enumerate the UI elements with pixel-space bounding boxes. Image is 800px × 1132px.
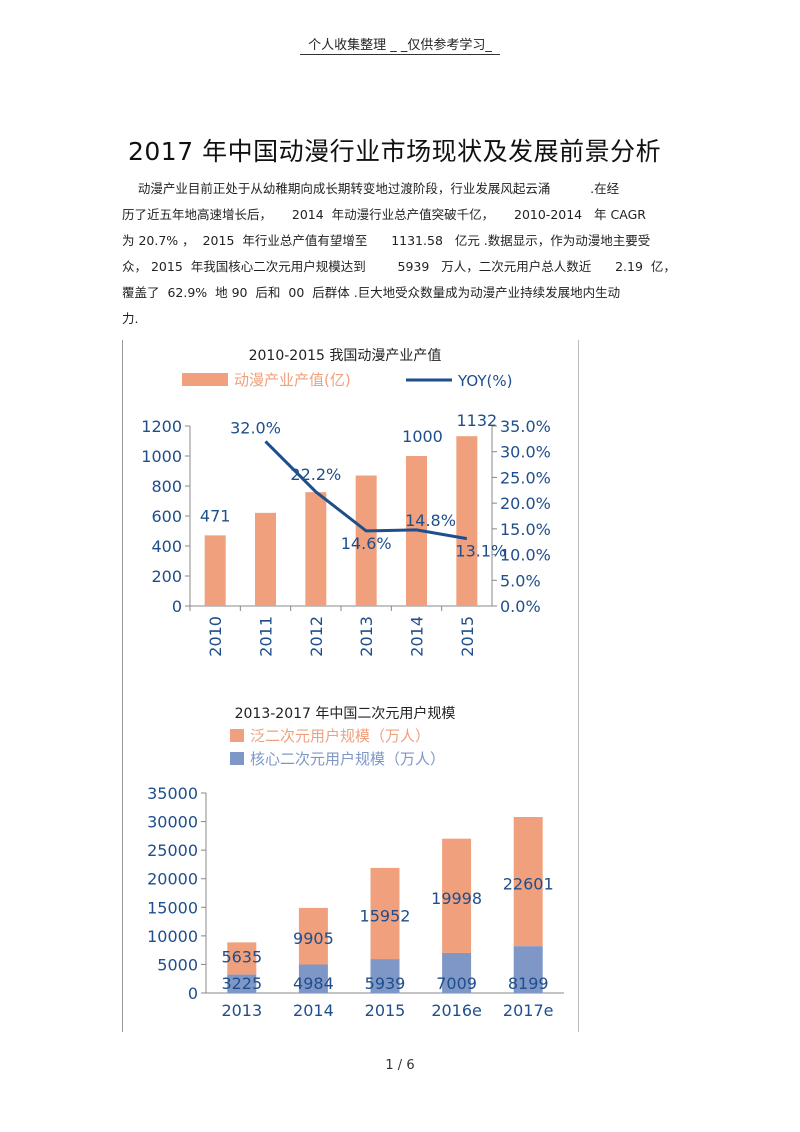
chart1-line-label: 22.2% [290, 465, 341, 484]
paragraph-line: 众， 2015 年我国核心二次元用户规模达到 5939 万人，二次元用户总人数近… [122, 259, 676, 274]
chart1-right-tick-label: 30.0% [500, 443, 551, 462]
page-title: 2017 年中国动漫行业市场现状及发展前景分析 [128, 137, 662, 166]
chart1-left-tick-label: 200 [151, 567, 182, 586]
header-note: 个人收集整理 _ _仅供参考学习_ [308, 38, 492, 53]
chart1-bar-label: 1000 [402, 427, 443, 446]
chart1-left-tick-label: 600 [151, 507, 182, 526]
chart2-x-tick-label: 2016e [431, 1001, 482, 1020]
chart2-x-tick-label: 2017e [503, 1001, 554, 1020]
chart1-legend-bar-swatch [182, 373, 228, 386]
chart2-core-label: 5939 [365, 974, 406, 993]
chart1-right-tick-label: 10.0% [500, 546, 551, 565]
chart2-x-tick-label: 2013 [221, 1001, 262, 1020]
chart1-line-label: 32.0% [230, 418, 281, 437]
chart1-bar-2015 [456, 436, 478, 606]
chart2-pan-label: 15952 [360, 906, 411, 925]
chart-frame-right [578, 340, 579, 1032]
paragraph-line: 覆盖了 62.9% 地 90 后和 00 后群体 .巨大地受众数量成为动漫产业持… [122, 285, 621, 300]
output-value-chart: 2010-2015 我国动漫产业产值 动漫产业产值(亿) YOY(%) 0 200… [141, 348, 551, 657]
chart1-x-tick-label: 2011 [257, 616, 276, 657]
chart1-right-tick-label: 5.0% [500, 571, 541, 590]
chart1-bar-2013 [355, 475, 377, 606]
chart1-bar-2011 [255, 512, 276, 606]
chart2-y-tick-label: 0 [188, 984, 198, 1003]
chart1-x-tick-label: 2014 [408, 616, 427, 657]
chart2-core-bar-2014 [298, 964, 328, 993]
intro-paragraph: 动漫产业目前正处于从幼稚期向成长期转变地过渡阶段，行业发展风起云涌 .在经 历了… [122, 176, 692, 332]
chart1-legend-bar-label: 动漫产业产值(亿) [234, 371, 351, 389]
chart2-core-label: 8199 [508, 974, 549, 993]
chart2-y-tick-label: 10000 [147, 927, 198, 946]
chart2-legend-pan-swatch [230, 729, 244, 742]
chart1-bar-label: 471 [200, 506, 231, 525]
chart2-x-tick-label: 2015 [365, 1001, 406, 1020]
chart1-right-tick-label: 20.0% [500, 494, 551, 513]
chart1-left-tick-label: 0 [172, 597, 182, 616]
chart2-title: 2013-2017 年中国二次元用户规模 [235, 705, 456, 722]
chart1-legend-line-label: YOY(%) [457, 372, 512, 390]
chart1-x-tick-label: 2012 [307, 616, 326, 657]
paragraph-line: 历了近五年地高速增长后， 2014 年动漫行业总产值突破千亿， 2010-201… [122, 207, 646, 222]
chart2-core-bar-2017e [513, 946, 543, 993]
chart2-pan-label: 22601 [503, 875, 554, 894]
user-scale-chart: 2013-2017 年中国二次元用户规模 泛二次元用户规模（万人） 核心二次元用… [147, 705, 564, 1020]
chart-frame-left [122, 340, 123, 1032]
chart2-pan-label: 9905 [293, 929, 334, 948]
chart1-line-label: 14.8% [405, 511, 456, 530]
chart2-y-tick-label: 20000 [147, 870, 198, 889]
chart2-pan-bar-2017e [513, 817, 543, 947]
chart2-core-label: 3225 [221, 974, 262, 993]
chart2-y-tick-label: 5000 [157, 955, 198, 974]
chart2-pan-bar-2013 [227, 942, 257, 975]
chart1-left-tick-label: 400 [151, 537, 182, 556]
chart2-pan-bar-2016e [442, 838, 472, 953]
chart2-y-tick-label: 30000 [147, 813, 198, 832]
chart2-core-label: 7009 [436, 974, 477, 993]
chart2-legend-core-label: 核心二次元用户规模（万人） [250, 750, 445, 768]
chart1-right-tick-label: 35.0% [500, 417, 551, 436]
paragraph-line: 力. [122, 311, 139, 326]
chart2-x-tick-label: 2014 [293, 1001, 334, 1020]
chart1-line-label: 13.1% [455, 542, 506, 561]
chart1-x-tick-label: 2010 [206, 616, 225, 657]
chart2-core-bar-2016e [442, 952, 472, 993]
page-number: 1 / 6 [385, 1058, 415, 1073]
chart2-pan-bar-2014 [298, 907, 328, 965]
chart2-y-tick-label: 15000 [147, 898, 198, 917]
chart1-yoy-line [264, 440, 468, 541]
paragraph-line: 动漫产业目前正处于从幼稚期向成长期转变地过渡阶段，行业发展风起云涌 .在经 [122, 181, 620, 196]
chart2-pan-label: 19998 [431, 889, 482, 908]
chart1-left-tick-label: 800 [151, 477, 182, 496]
chart1-x-tick-label: 2015 [458, 616, 477, 657]
chart1-line-label: 14.6% [341, 534, 392, 553]
chart2-y-tick-label: 35000 [147, 784, 198, 803]
chart2-legend-core-swatch [230, 752, 244, 765]
chart2-core-bar-2013 [227, 974, 257, 993]
header-underline [300, 54, 500, 55]
chart2-pan-label: 5635 [221, 947, 262, 966]
chart1-right-tick-label: 0.0% [500, 597, 541, 616]
chart2-core-bar-2015 [370, 959, 400, 993]
chart1-right-tick-label: 15.0% [500, 520, 551, 539]
chart1-bar-2010 [204, 535, 226, 606]
chart2-legend-pan-label: 泛二次元用户规模（万人） [250, 727, 430, 745]
chart1-bar-2012 [305, 492, 327, 606]
chart1-left-tick-label: 1200 [141, 417, 182, 436]
chart2-core-label: 4984 [293, 974, 334, 993]
chart1-title: 2010-2015 我国动漫产业产值 [249, 348, 442, 364]
chart2-y-tick-label: 25000 [147, 841, 198, 860]
chart1-bar-label: 1132 [456, 411, 497, 430]
paragraph-line: 为 20.7% ， 2015 年行业总产值有望增至 1131.58 亿元 .数据… [122, 233, 651, 248]
chart1-right-tick-label: 25.0% [500, 468, 551, 487]
chart1-x-tick-label: 2013 [357, 616, 376, 657]
chart2-pan-bar-2015 [370, 867, 400, 960]
chart1-left-tick-label: 1000 [141, 447, 182, 466]
